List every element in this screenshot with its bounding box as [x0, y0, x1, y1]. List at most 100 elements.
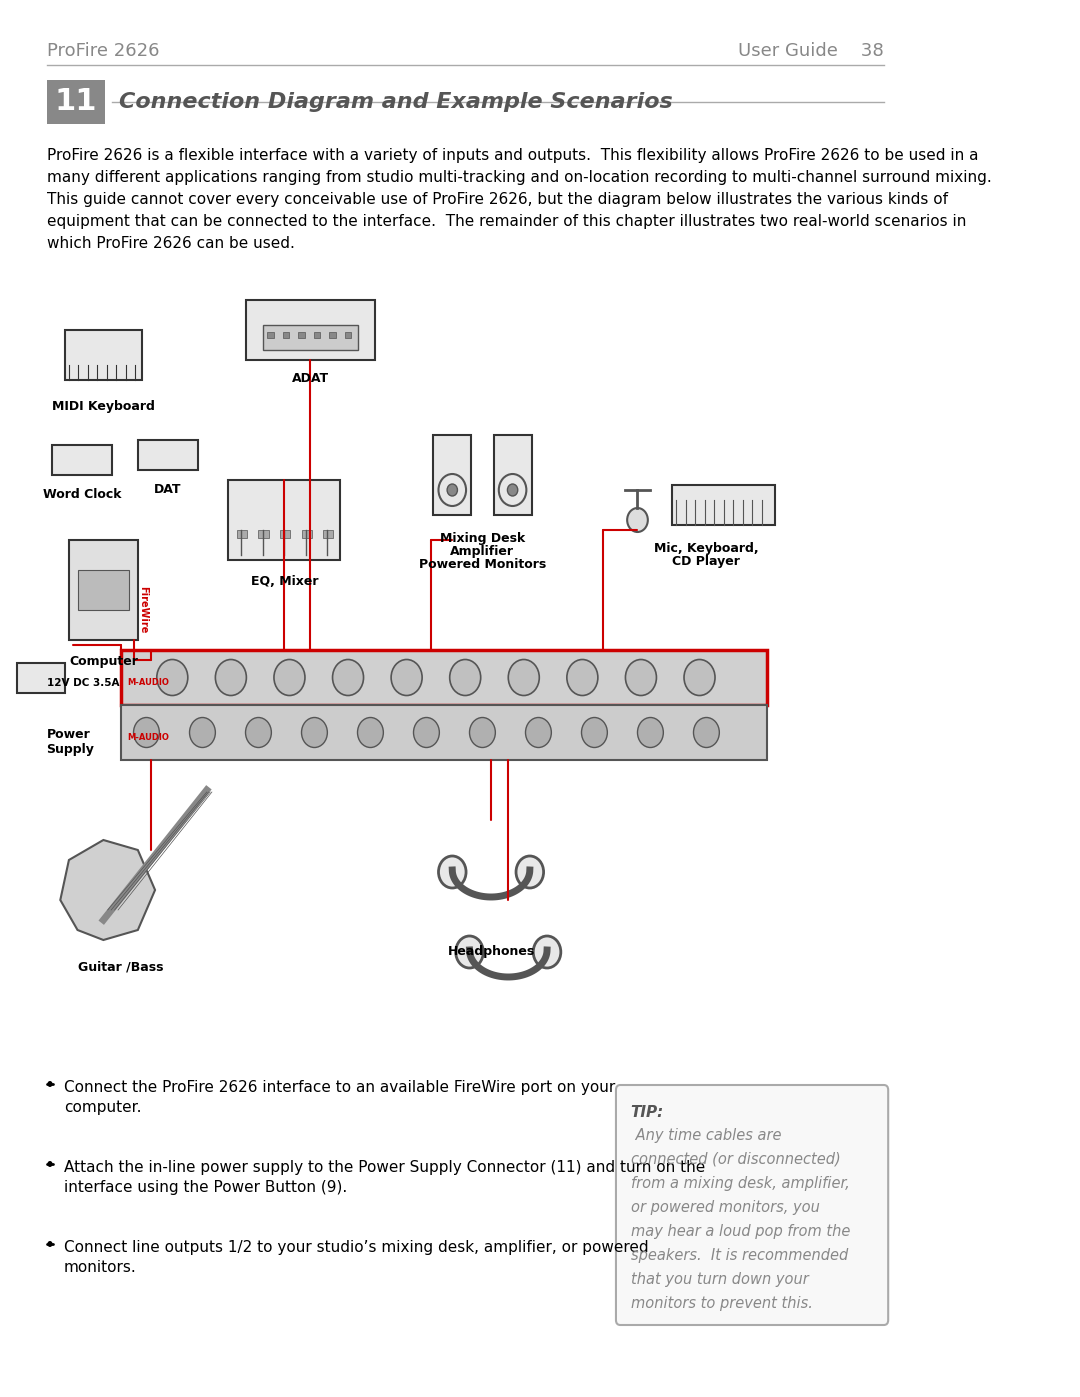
Circle shape	[508, 483, 517, 496]
Bar	[237, 529, 247, 538]
Text: Power
Supply: Power Supply	[46, 728, 94, 756]
Circle shape	[157, 659, 188, 696]
Bar	[433, 434, 471, 515]
Circle shape	[627, 509, 648, 532]
Bar	[228, 481, 340, 560]
Circle shape	[357, 718, 383, 747]
Text: TIP:: TIP:	[631, 1105, 664, 1120]
Text: many different applications ranging from studio multi-tracking and on-location r: many different applications ranging from…	[46, 170, 991, 184]
Bar	[69, 541, 138, 640]
Text: which ProFire 2626 can be used.: which ProFire 2626 can be used.	[46, 236, 295, 251]
Text: Attach the in-line power supply to the Power Supply Connector (11) and turn on t: Attach the in-line power supply to the P…	[64, 1160, 705, 1175]
Bar	[78, 570, 130, 610]
Text: Amplifier: Amplifier	[450, 545, 514, 557]
Circle shape	[414, 718, 440, 747]
Text: or powered monitors, you: or powered monitors, you	[631, 1200, 820, 1215]
Circle shape	[189, 718, 215, 747]
Text: 11: 11	[55, 88, 97, 116]
Circle shape	[693, 718, 719, 747]
Bar	[262, 326, 357, 351]
Text: Connection Diagram and Example Scenarios: Connection Diagram and Example Scenarios	[119, 92, 673, 112]
Circle shape	[684, 659, 715, 696]
Bar	[258, 529, 269, 538]
Circle shape	[526, 718, 552, 747]
Circle shape	[48, 1081, 53, 1087]
Bar	[298, 332, 305, 338]
Text: FireWire: FireWire	[138, 587, 148, 634]
Text: DAT: DAT	[154, 483, 181, 496]
Bar	[345, 332, 351, 338]
Text: M-AUDIO: M-AUDIO	[127, 678, 170, 687]
Bar	[121, 705, 767, 760]
Circle shape	[470, 718, 496, 747]
Text: 12V DC 3.5A: 12V DC 3.5A	[48, 678, 120, 687]
Bar	[329, 332, 336, 338]
Text: This guide cannot cover every conceivable use of ProFire 2626, but the diagram b: This guide cannot cover every conceivabl…	[46, 191, 947, 207]
Bar	[283, 332, 289, 338]
Bar	[65, 330, 143, 380]
Bar	[301, 529, 312, 538]
Circle shape	[567, 659, 598, 696]
Text: ProFire 2626 is a flexible interface with a variety of inputs and outputs.  This: ProFire 2626 is a flexible interface wit…	[46, 148, 978, 163]
Bar	[267, 332, 274, 338]
Text: ADAT: ADAT	[292, 372, 328, 386]
Text: monitors.: monitors.	[64, 1260, 136, 1275]
Text: CD Player: CD Player	[673, 555, 741, 569]
Circle shape	[134, 718, 160, 747]
Circle shape	[637, 718, 663, 747]
Circle shape	[301, 718, 327, 747]
Text: Word Clock: Word Clock	[42, 488, 121, 502]
Circle shape	[48, 1161, 53, 1166]
Bar	[672, 485, 775, 525]
Circle shape	[509, 659, 539, 696]
Text: Powered Monitors: Powered Monitors	[419, 557, 546, 571]
Text: equipment that can be connected to the interface.  The remainder of this chapter: equipment that can be connected to the i…	[46, 214, 966, 229]
Circle shape	[456, 936, 483, 968]
Text: User Guide    38: User Guide 38	[738, 42, 883, 60]
Text: from a mixing desk, amplifier,: from a mixing desk, amplifier,	[631, 1176, 849, 1192]
Bar	[494, 434, 531, 515]
Circle shape	[534, 936, 561, 968]
Circle shape	[215, 659, 246, 696]
Bar	[313, 332, 321, 338]
Text: that you turn down your: that you turn down your	[631, 1273, 808, 1287]
Text: Connect the ProFire 2626 interface to an available FireWire port on your: Connect the ProFire 2626 interface to an…	[64, 1080, 615, 1095]
Text: ProFire 2626: ProFire 2626	[46, 42, 159, 60]
Bar	[46, 80, 105, 124]
Circle shape	[48, 1241, 53, 1248]
Circle shape	[274, 659, 305, 696]
Bar	[245, 300, 375, 360]
Text: Any time cables are: Any time cables are	[631, 1127, 781, 1143]
Bar	[323, 529, 334, 538]
Circle shape	[625, 659, 657, 696]
Circle shape	[449, 659, 481, 696]
Text: computer.: computer.	[64, 1099, 141, 1115]
Text: M-AUDIO: M-AUDIO	[127, 733, 170, 742]
Text: speakers.  It is recommended: speakers. It is recommended	[631, 1248, 848, 1263]
Circle shape	[516, 856, 543, 888]
Text: Guitar /Bass: Guitar /Bass	[78, 960, 163, 972]
Text: Mic, Keyboard,: Mic, Keyboard,	[654, 542, 759, 555]
Circle shape	[391, 659, 422, 696]
Bar	[121, 650, 767, 705]
Bar	[138, 440, 198, 469]
FancyBboxPatch shape	[616, 1085, 888, 1324]
Text: monitors to prevent this.: monitors to prevent this.	[631, 1296, 812, 1310]
Bar	[52, 446, 112, 475]
Bar	[280, 529, 291, 538]
Text: interface using the Power Button (9).: interface using the Power Button (9).	[64, 1180, 347, 1194]
Text: Computer: Computer	[69, 655, 138, 668]
Circle shape	[438, 856, 467, 888]
Text: Mixing Desk: Mixing Desk	[440, 532, 525, 545]
Text: Headphones: Headphones	[447, 944, 535, 958]
Text: MIDI Keyboard: MIDI Keyboard	[52, 400, 154, 414]
Circle shape	[245, 718, 271, 747]
Text: may hear a loud pop from the: may hear a loud pop from the	[631, 1224, 850, 1239]
Bar	[17, 664, 65, 693]
Polygon shape	[60, 840, 156, 940]
Circle shape	[333, 659, 364, 696]
Text: connected (or disconnected): connected (or disconnected)	[631, 1153, 840, 1166]
Circle shape	[581, 718, 607, 747]
Text: Connect line outputs 1/2 to your studio’s mixing desk, amplifier, or powered: Connect line outputs 1/2 to your studio’…	[64, 1241, 648, 1255]
Circle shape	[447, 483, 458, 496]
